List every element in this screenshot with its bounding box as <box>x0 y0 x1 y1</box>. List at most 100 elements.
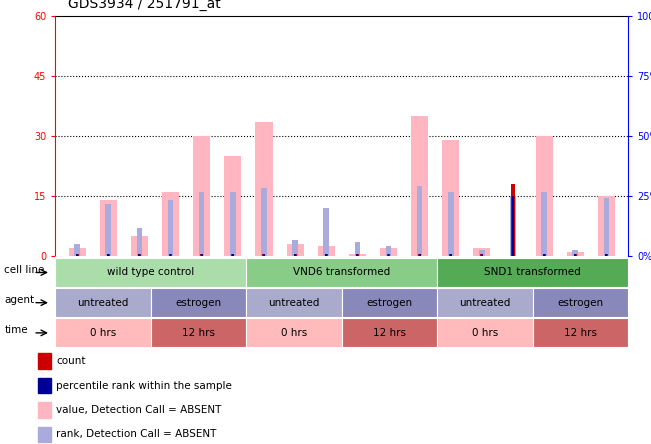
Bar <box>574 254 577 256</box>
Bar <box>543 254 545 256</box>
Bar <box>512 196 514 256</box>
Text: wild type control: wild type control <box>107 267 195 278</box>
Bar <box>100 200 117 256</box>
Bar <box>536 136 553 256</box>
Text: GSM517087: GSM517087 <box>508 258 518 304</box>
Bar <box>355 242 360 256</box>
Text: untreated: untreated <box>77 297 129 308</box>
Text: untreated: untreated <box>460 297 510 308</box>
Bar <box>512 184 514 256</box>
Bar <box>105 204 111 256</box>
Text: GSM517079: GSM517079 <box>260 258 268 304</box>
Text: SND1 transformed: SND1 transformed <box>484 267 581 278</box>
Bar <box>567 252 584 256</box>
Bar <box>169 254 172 256</box>
Bar <box>324 208 329 256</box>
Text: rank, Detection Call = ABSENT: rank, Detection Call = ABSENT <box>56 429 216 440</box>
Bar <box>294 254 297 256</box>
Text: 12 hrs: 12 hrs <box>373 328 406 338</box>
Bar <box>325 254 327 256</box>
Text: untreated: untreated <box>268 297 320 308</box>
Text: 12 hrs: 12 hrs <box>564 328 597 338</box>
Text: GSM517075: GSM517075 <box>135 258 144 304</box>
Bar <box>542 192 547 256</box>
Text: count: count <box>56 356 85 366</box>
Text: 0 hrs: 0 hrs <box>281 328 307 338</box>
Bar <box>38 353 51 369</box>
Bar <box>419 254 421 256</box>
Bar <box>199 192 204 256</box>
Bar <box>598 196 615 256</box>
Bar <box>263 254 265 256</box>
Bar <box>262 254 266 256</box>
Bar <box>387 254 390 256</box>
Text: estrogen: estrogen <box>176 297 221 308</box>
Bar <box>442 140 460 256</box>
Text: GSM517083: GSM517083 <box>384 258 393 304</box>
Text: 12 hrs: 12 hrs <box>182 328 215 338</box>
Bar <box>418 254 421 256</box>
Bar <box>356 254 359 256</box>
Text: GSM517076: GSM517076 <box>166 258 175 304</box>
Bar <box>138 254 141 256</box>
Bar <box>231 254 234 256</box>
Bar <box>380 248 397 256</box>
Bar <box>411 116 428 256</box>
Text: GSM517077: GSM517077 <box>197 258 206 304</box>
Bar <box>294 254 296 256</box>
Text: GSM517081: GSM517081 <box>322 258 331 304</box>
Bar <box>38 427 51 442</box>
Text: estrogen: estrogen <box>557 297 603 308</box>
Bar <box>230 192 236 256</box>
Bar <box>107 254 110 256</box>
Bar <box>261 188 267 256</box>
Text: GSM517074: GSM517074 <box>104 258 113 304</box>
Text: cell line: cell line <box>5 265 45 274</box>
Text: GSM517090: GSM517090 <box>602 258 611 304</box>
Bar <box>385 246 391 256</box>
Bar <box>542 254 546 256</box>
Bar <box>356 254 358 256</box>
Text: GDS3934 / 251791_at: GDS3934 / 251791_at <box>68 0 221 11</box>
Bar <box>387 254 389 256</box>
Text: time: time <box>5 325 28 335</box>
Bar <box>605 254 607 256</box>
Bar <box>107 254 109 256</box>
Bar <box>131 236 148 256</box>
Text: estrogen: estrogen <box>367 297 413 308</box>
Text: GSM517080: GSM517080 <box>290 258 299 304</box>
Bar <box>38 378 51 393</box>
Bar <box>68 248 86 256</box>
Text: 0 hrs: 0 hrs <box>472 328 498 338</box>
Bar <box>201 254 202 256</box>
Bar <box>417 186 422 256</box>
Text: agent: agent <box>5 295 35 305</box>
Text: GSM517073: GSM517073 <box>73 258 81 304</box>
Bar <box>76 254 79 256</box>
Text: GSM517078: GSM517078 <box>229 258 238 304</box>
Text: 0 hrs: 0 hrs <box>90 328 116 338</box>
Text: GSM517082: GSM517082 <box>353 258 362 304</box>
Bar <box>292 240 298 256</box>
Bar <box>139 254 141 256</box>
Bar <box>480 254 484 256</box>
Text: VND6 transformed: VND6 transformed <box>293 267 391 278</box>
Text: percentile rank within the sample: percentile rank within the sample <box>56 381 232 391</box>
Text: GSM517086: GSM517086 <box>477 258 486 304</box>
Bar <box>572 250 578 256</box>
Bar <box>473 248 490 256</box>
Text: GSM517084: GSM517084 <box>415 258 424 304</box>
Bar <box>74 244 80 256</box>
Bar <box>605 254 608 256</box>
Bar <box>224 156 242 256</box>
Text: value, Detection Call = ABSENT: value, Detection Call = ABSENT <box>56 405 221 415</box>
Bar <box>162 192 179 256</box>
Bar <box>318 246 335 256</box>
Bar <box>449 254 452 256</box>
Bar <box>232 254 234 256</box>
Bar <box>574 254 576 256</box>
Bar <box>76 254 78 256</box>
Bar <box>200 254 203 256</box>
Bar <box>255 122 273 256</box>
Bar <box>450 254 452 256</box>
